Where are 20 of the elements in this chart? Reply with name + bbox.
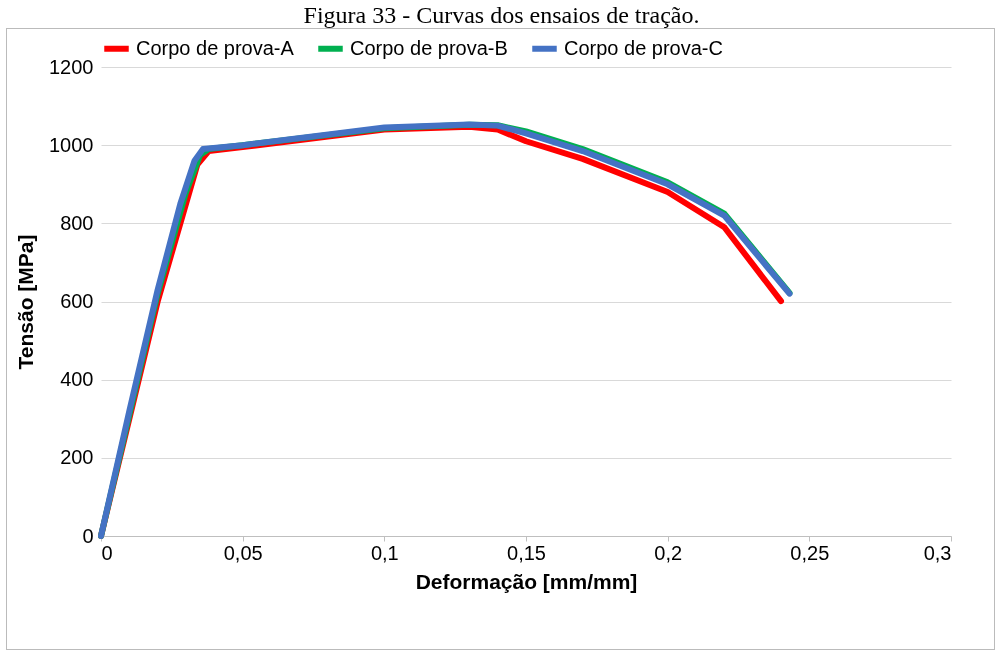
x-tick-label: 0,25 <box>790 541 830 564</box>
x-tick-label: 0,15 <box>507 541 546 564</box>
y-axis-title: Tensão [MPa] <box>14 234 38 370</box>
y-tick-label: 1000 <box>49 133 94 156</box>
x-tick-label: 0,3 <box>923 541 952 564</box>
x-tick-label: 0,2 <box>654 541 683 564</box>
y-tick-label: 1200 <box>49 55 94 78</box>
x-tick-label: 0,05 <box>223 541 263 564</box>
x-axis-title: Deformação [mm/mm] <box>415 569 638 593</box>
y-tick-label: 400 <box>60 368 94 391</box>
y-tick-label: 0 <box>82 524 94 547</box>
chart-title: Figura 33 - Curvas dos ensaios de tração. <box>302 1 701 28</box>
y-tick-label: 200 <box>60 446 94 469</box>
legend-label: Corpo de prova-C <box>564 36 723 59</box>
y-tick-label: 600 <box>60 290 94 312</box>
legend-label: Corpo de prova-A <box>136 36 295 59</box>
legend-label: Corpo de prova-B <box>350 36 508 59</box>
x-tick-label: 0 <box>101 541 113 564</box>
y-tick-label: 800 <box>60 211 94 234</box>
x-tick-label: 0,1 <box>370 541 399 564</box>
